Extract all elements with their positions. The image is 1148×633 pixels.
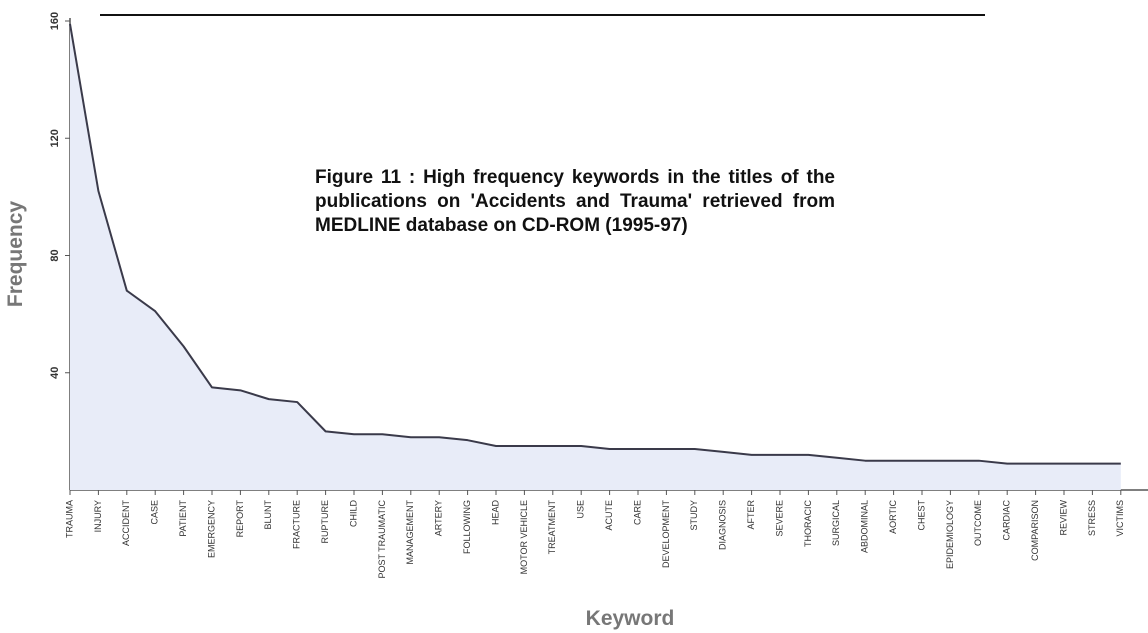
x-tick-label: RUPTURE bbox=[320, 500, 330, 544]
y-tick-label: 160 bbox=[49, 12, 61, 30]
x-tick-label: CHEST bbox=[916, 500, 926, 531]
x-tick-label: DEVELOPMENT bbox=[661, 499, 671, 568]
x-tick-label: BLUNT bbox=[263, 500, 273, 530]
x-tick-label: SEVERE bbox=[774, 500, 784, 537]
x-tick-label: TREATMENT bbox=[547, 500, 557, 555]
x-tick-label: REVIEW bbox=[1058, 500, 1068, 536]
x-tick-label: EPIDEMIOLOGY bbox=[945, 500, 955, 569]
x-tick-label: STRESS bbox=[1087, 500, 1097, 536]
x-tick-label: AORTIC bbox=[888, 500, 898, 534]
x-tick-label: MANAGEMENT bbox=[405, 500, 415, 565]
x-axis-title: Keyword bbox=[586, 607, 675, 630]
x-tick-label: AFTER bbox=[746, 500, 756, 530]
y-axis-title: Frequency bbox=[4, 201, 27, 308]
x-tick-label: CARE bbox=[632, 500, 642, 525]
x-tick-label: CARDIAC bbox=[1002, 500, 1012, 541]
x-tick-label: MOTOR VEHICLE bbox=[519, 500, 529, 574]
y-tick-label: 40 bbox=[49, 367, 61, 379]
x-tick-label: DIAGNOSIS bbox=[718, 500, 728, 550]
x-tick-label: COMPARISON bbox=[1030, 500, 1040, 561]
x-tick-label: FOLLOWING bbox=[462, 500, 472, 554]
y-tick-label: 120 bbox=[49, 129, 61, 147]
x-tick-label: FRACTURE bbox=[292, 500, 302, 549]
x-tick-label: VICTIMS bbox=[1115, 500, 1125, 537]
x-tick-label: OUTCOME bbox=[973, 500, 983, 546]
x-tick-label: PATIENT bbox=[178, 500, 188, 537]
x-tick-label: CHILD bbox=[348, 500, 358, 528]
x-tick-label: ARTERY bbox=[434, 500, 444, 536]
x-tick-label: TRAUMA bbox=[64, 500, 74, 538]
x-tick-label: ACCIDENT bbox=[121, 500, 131, 547]
x-tick-label: ACUTE bbox=[604, 500, 614, 531]
area bbox=[70, 23, 1121, 491]
y-tick-label: 80 bbox=[49, 249, 61, 261]
line bbox=[69, 23, 1121, 465]
chart-title: Figure 11 : High frequency keywords in t… bbox=[315, 167, 835, 236]
x-tick-label: STUDY bbox=[689, 500, 699, 531]
x-tick-label: ABDOMINAL bbox=[860, 500, 870, 553]
x-tick-label: EMERGENCY bbox=[206, 500, 216, 558]
x-tick-label: USE bbox=[576, 500, 586, 519]
x-tick-label: REPORT bbox=[235, 500, 245, 538]
x-tick-label: POST TRAUMATIC bbox=[377, 500, 387, 579]
x-tick-label: HEAD bbox=[490, 500, 500, 526]
x-tick-label: SURGICAL bbox=[831, 500, 841, 546]
x-tick-label: CASE bbox=[150, 500, 160, 525]
x-tick-label: THORACIC bbox=[803, 500, 813, 548]
x-tick-label: INJURY bbox=[93, 500, 103, 532]
